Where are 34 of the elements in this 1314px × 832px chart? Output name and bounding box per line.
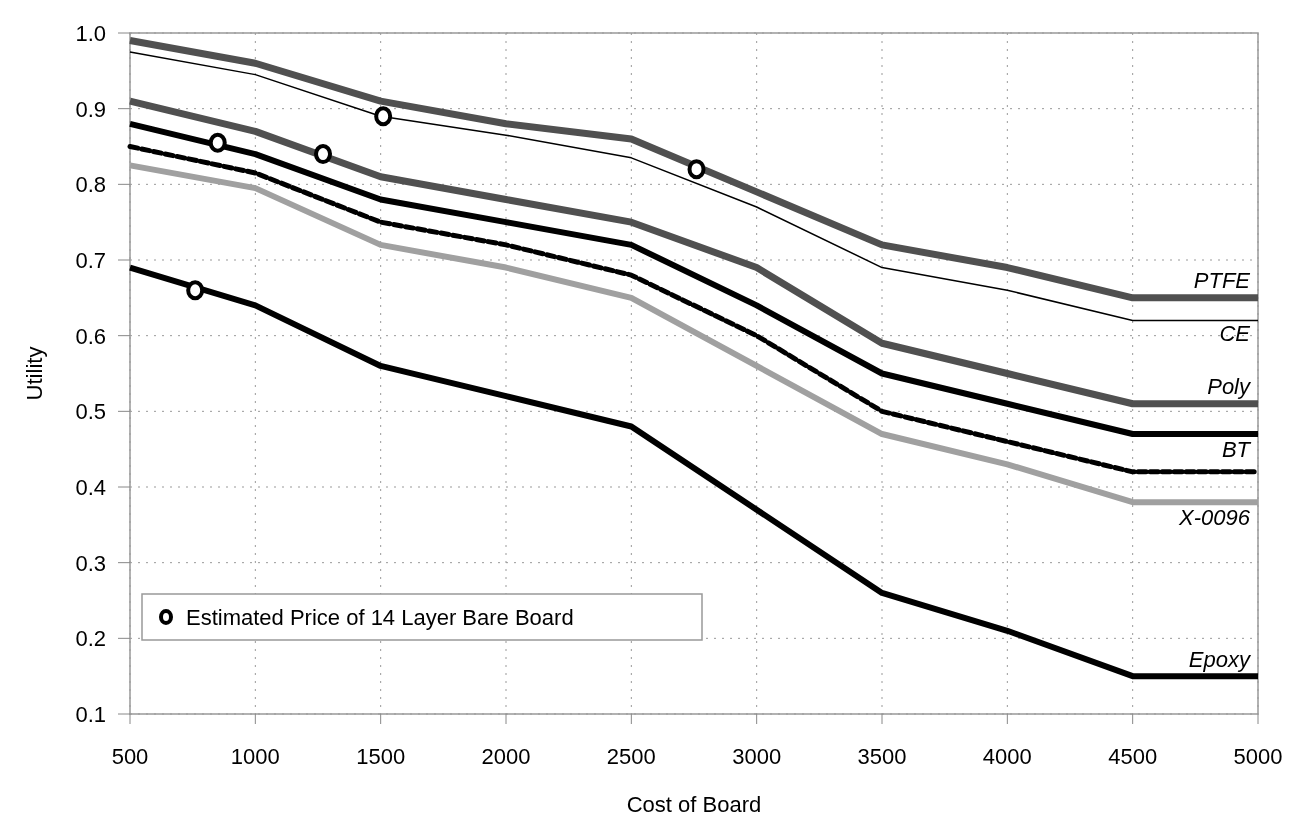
x-tick-label: 1500 bbox=[356, 744, 406, 769]
point bbox=[374, 106, 393, 127]
y-tick-label: 0.1 bbox=[75, 702, 106, 727]
y-tick-label: 1.0 bbox=[75, 21, 106, 46]
series-label: X-0096 bbox=[1178, 505, 1251, 531]
x-tick-label: 2000 bbox=[481, 744, 531, 769]
y-tick-label: 0.3 bbox=[75, 550, 106, 576]
point bbox=[687, 159, 706, 180]
y-tick-label: 0.8 bbox=[75, 172, 106, 198]
y-tick-label: 0.7 bbox=[75, 248, 106, 273]
series-label: Poly bbox=[1207, 374, 1252, 400]
point bbox=[186, 280, 205, 301]
legend-label: Estimated Price of 14 Layer Bare Board bbox=[186, 605, 574, 630]
series-label: CE bbox=[1219, 321, 1251, 347]
y-tick-label: 0.6 bbox=[75, 323, 106, 349]
series-label: BT bbox=[1221, 437, 1252, 463]
series-label: PTFE bbox=[1193, 268, 1251, 294]
x-tick-label: 4000 bbox=[982, 744, 1032, 769]
x-tick-label: 3500 bbox=[857, 744, 907, 769]
x-tick-label: 4500 bbox=[1108, 744, 1158, 769]
x-tick-label: 2500 bbox=[606, 744, 656, 769]
y-axis-title: Utility bbox=[22, 346, 47, 401]
x-tick-label: 3000 bbox=[732, 744, 782, 769]
x-tick-label: 1000 bbox=[230, 744, 280, 769]
point bbox=[208, 132, 227, 153]
x-axis-title: Cost of Board bbox=[626, 792, 762, 817]
point bbox=[314, 144, 333, 165]
y-tick-label: 0.9 bbox=[75, 96, 106, 122]
y-tick-label: 0.4 bbox=[75, 475, 106, 500]
x-tick-label: 500 bbox=[111, 744, 149, 769]
x-tick-label: 5000 bbox=[1233, 744, 1283, 769]
y-tick-label: 0.2 bbox=[75, 626, 106, 652]
series-label: Epoxy bbox=[1188, 647, 1252, 673]
y-tick-label: 0.5 bbox=[75, 399, 106, 425]
